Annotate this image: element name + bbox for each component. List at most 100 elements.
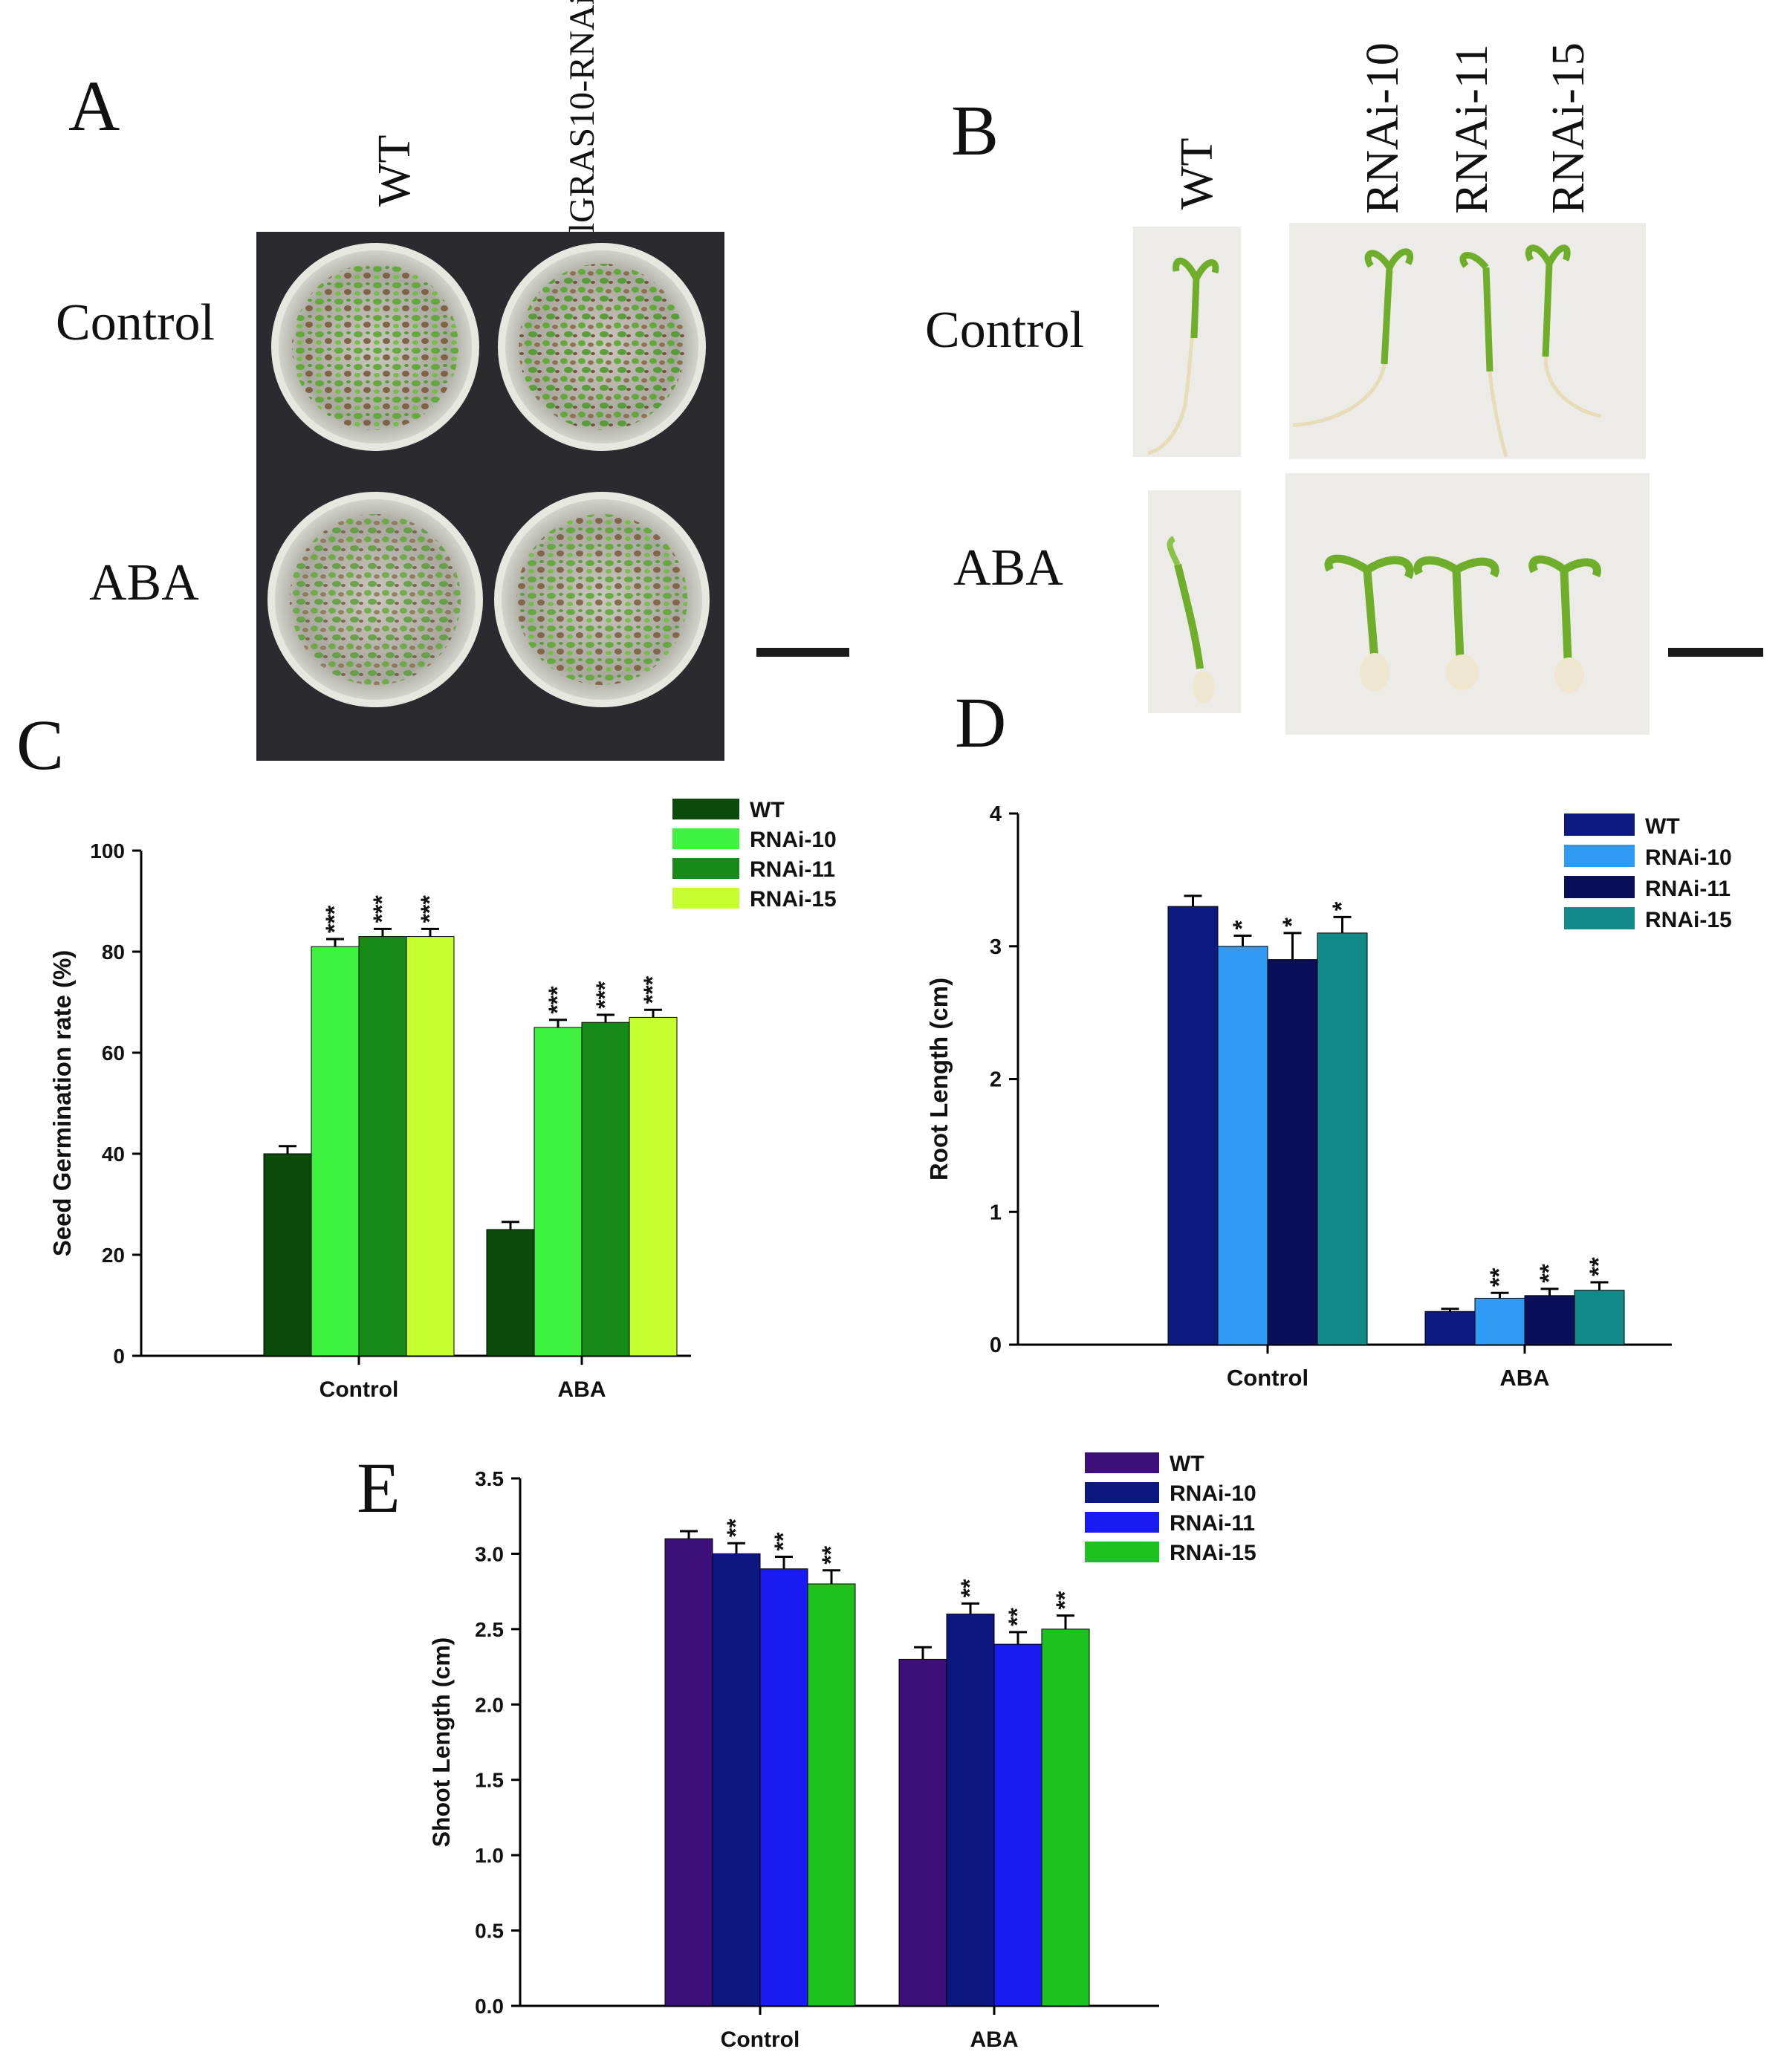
bar-aba-rnai-10 bbox=[946, 1614, 995, 2007]
bar-control-wt bbox=[263, 1153, 312, 1357]
y-tick-label: 80 bbox=[102, 941, 125, 964]
bar-aba-wt bbox=[898, 1658, 947, 2007]
legend-label: RNAi-10 bbox=[1645, 845, 1732, 870]
legend-label: WT bbox=[1645, 814, 1680, 839]
panel-letter-d: D bbox=[955, 683, 1007, 762]
bar-aba-rnai-15 bbox=[629, 1016, 678, 1357]
significance-label: ** bbox=[817, 1545, 844, 1564]
y-axis-label: Seed Germination rate (%) bbox=[48, 950, 76, 1257]
row-label-aba: ABA bbox=[89, 554, 199, 611]
bar-control-rnai-10 bbox=[1217, 946, 1268, 1345]
scale-bar-a bbox=[756, 648, 849, 657]
significance-label: ** bbox=[1535, 1264, 1563, 1283]
column-label-b-wt: WT bbox=[1172, 137, 1222, 210]
legend-swatch bbox=[672, 858, 739, 879]
column-label-b-rnai11: RNAi-11 bbox=[1447, 44, 1497, 214]
bar-control-rnai-11 bbox=[358, 936, 407, 1357]
bar-control-rnai-11 bbox=[759, 1568, 808, 2007]
legend: WT RNAi-10 RNAi-11 RNAi-15 bbox=[1085, 1452, 1256, 1565]
significance-label: *** bbox=[544, 986, 571, 1014]
seedling-photo-rnai-aba bbox=[1285, 473, 1650, 735]
bar-control-wt bbox=[1167, 906, 1219, 1345]
seedling-photo-wt-control bbox=[1133, 227, 1241, 457]
legend-label: RNAi-10 bbox=[750, 828, 837, 852]
column-label-rnai: SlGRAS10-RNAi bbox=[562, 0, 602, 253]
seedling-photo-wt-aba bbox=[1148, 490, 1241, 713]
x-category-label: ABA bbox=[558, 1377, 606, 1402]
x-category-label: ABA bbox=[970, 2027, 1019, 2052]
panel-letter-c: C bbox=[16, 705, 65, 785]
bar-aba-rnai-11 bbox=[993, 1643, 1042, 2007]
significance-label: ** bbox=[1051, 1591, 1078, 1609]
legend-swatch bbox=[1085, 1512, 1159, 1533]
significance-label: ** bbox=[1585, 1257, 1612, 1276]
y-tick-label: 2.0 bbox=[475, 1693, 504, 1716]
bar-control-rnai-15 bbox=[1317, 932, 1368, 1345]
column-label-b-rnai15: RNAi-15 bbox=[1543, 42, 1594, 214]
dish-wt-control bbox=[271, 243, 479, 451]
y-tick-label: 3.5 bbox=[475, 1467, 504, 1490]
y-tick-label: 3.0 bbox=[475, 1542, 504, 1565]
y-tick-label: 100 bbox=[90, 839, 125, 863]
y-tick-label: 60 bbox=[102, 1042, 125, 1065]
column-label-wt: WT bbox=[369, 134, 420, 207]
bar-control-wt bbox=[664, 1538, 713, 2007]
chart-seed-germination: 0 20 40 60 80 100 Seed Germination rate (%) ***… bbox=[48, 798, 837, 1402]
x-category-label: Control bbox=[320, 1377, 399, 1402]
y-axis-label: Shoot Length (cm) bbox=[428, 1637, 455, 1848]
legend: WT RNAi-10 RNAi-11 RNAi-15 bbox=[1564, 813, 1732, 932]
legend-swatch bbox=[1564, 907, 1635, 929]
significance-label: *** bbox=[416, 894, 443, 923]
bar-aba-rnai-15 bbox=[1041, 1628, 1090, 2007]
legend-label: WT bbox=[1170, 1452, 1204, 1476]
y-tick-label: 1.0 bbox=[475, 1844, 504, 1867]
scale-bar-b bbox=[1668, 648, 1763, 657]
bar-aba-rnai-11 bbox=[1524, 1295, 1575, 1345]
y-tick-label: 0 bbox=[990, 1334, 1002, 1357]
legend: WT RNAi-10 RNAi-11 RNAi-15 bbox=[672, 798, 837, 912]
y-tick-label: 0 bbox=[113, 1345, 125, 1368]
legend-swatch bbox=[1564, 845, 1635, 867]
significance-label: ** bbox=[1485, 1267, 1513, 1287]
y-tick-label: 1 bbox=[990, 1201, 1002, 1224]
dish-rnai-control bbox=[498, 243, 706, 451]
significance-label: * bbox=[1228, 920, 1256, 929]
significance-label: *** bbox=[369, 894, 395, 923]
y-tick-label: 0.5 bbox=[475, 1920, 504, 1943]
bar-aba-wt bbox=[486, 1229, 535, 1357]
y-tick-label: 2.5 bbox=[475, 1618, 504, 1641]
legend-swatch bbox=[1564, 876, 1635, 898]
legend-label: RNAi-15 bbox=[1645, 908, 1732, 932]
bar-control-rnai-15 bbox=[406, 936, 455, 1357]
panel-letter-a: A bbox=[68, 66, 120, 146]
y-tick-label: 4 bbox=[990, 802, 1002, 826]
legend-label: RNAi-15 bbox=[1170, 1541, 1256, 1565]
legend-swatch bbox=[1085, 1452, 1159, 1473]
row-label-b-control: Control bbox=[925, 302, 1084, 359]
y-tick-label: 0.0 bbox=[475, 1995, 504, 2018]
y-tick-label: 40 bbox=[102, 1143, 125, 1166]
axes: 0 20 40 60 80 100 bbox=[90, 839, 691, 1368]
column-label-b-rnai10: RNAi-10 bbox=[1358, 42, 1408, 214]
y-tick-label: 2 bbox=[990, 1068, 1002, 1092]
x-category-label: Control bbox=[721, 2027, 800, 2052]
dish-wt-aba bbox=[267, 492, 483, 707]
legend-label: RNAi-10 bbox=[1170, 1481, 1256, 1506]
bar-aba-rnai-15 bbox=[1574, 1290, 1625, 1345]
bar-aba-wt bbox=[1424, 1311, 1476, 1345]
legend-swatch bbox=[1564, 813, 1635, 836]
significance-label: * bbox=[1278, 918, 1306, 927]
bar-control-rnai-10 bbox=[712, 1553, 761, 2007]
germination-dish-photo bbox=[256, 232, 724, 761]
significance-label: *** bbox=[639, 975, 666, 1004]
row-label-b-aba: ABA bbox=[953, 539, 1063, 597]
bar-control-rnai-15 bbox=[807, 1583, 856, 2007]
bar-aba-rnai-11 bbox=[581, 1022, 630, 1357]
axes: 0.0 0.5 1.0 1.5 2.0 2.5 3.0 3.5 bbox=[475, 1467, 1159, 2018]
significance-label: ** bbox=[770, 1532, 797, 1550]
significance-label: ** bbox=[956, 1579, 983, 1597]
panel-letter-e: E bbox=[357, 1448, 400, 1527]
panel-letter-b: B bbox=[951, 91, 999, 170]
y-axis-label: Root Length (cm) bbox=[925, 978, 953, 1180]
